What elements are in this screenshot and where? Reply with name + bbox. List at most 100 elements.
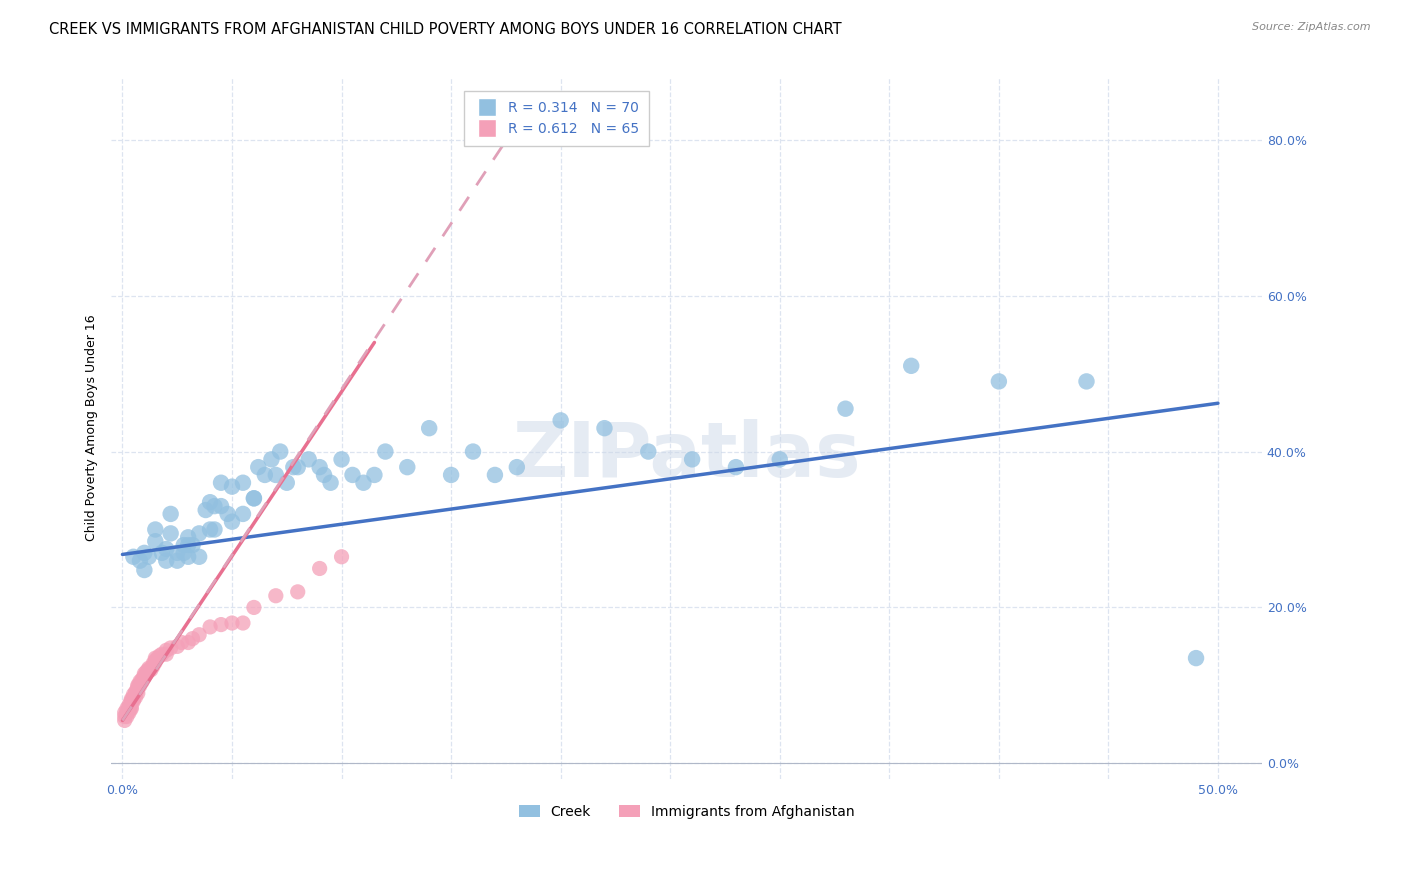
Point xyxy=(124,690,146,704)
Point xyxy=(120,702,142,716)
Point xyxy=(134,671,156,685)
Point xyxy=(308,561,330,575)
Point xyxy=(181,538,204,552)
Point xyxy=(129,677,152,691)
Point xyxy=(129,554,152,568)
Point xyxy=(287,585,309,599)
Point xyxy=(593,421,616,435)
Point xyxy=(127,686,149,700)
Point xyxy=(115,702,138,716)
Point xyxy=(506,460,529,475)
Point xyxy=(135,666,157,681)
Point xyxy=(120,700,142,714)
Point xyxy=(1185,651,1208,665)
Point xyxy=(418,421,440,435)
Point xyxy=(312,467,335,482)
Point xyxy=(177,530,200,544)
Point xyxy=(127,678,149,692)
Point xyxy=(146,651,169,665)
Point xyxy=(177,549,200,564)
Point xyxy=(173,546,195,560)
Point xyxy=(188,549,211,564)
Point xyxy=(198,523,221,537)
Point xyxy=(159,507,181,521)
Point xyxy=(115,709,138,723)
Point xyxy=(138,549,160,564)
Point xyxy=(166,554,188,568)
Point xyxy=(209,617,232,632)
Point xyxy=(243,600,266,615)
Point xyxy=(122,694,145,708)
Point xyxy=(173,538,195,552)
Point xyxy=(120,692,142,706)
Point xyxy=(122,549,145,564)
Point xyxy=(253,467,276,482)
Point xyxy=(308,460,330,475)
Point xyxy=(209,475,232,490)
Point xyxy=(129,678,152,692)
Point xyxy=(681,452,703,467)
Point xyxy=(127,680,149,694)
Point xyxy=(217,507,239,521)
Point xyxy=(122,688,145,702)
Point xyxy=(127,682,149,697)
Point xyxy=(159,640,181,655)
Point xyxy=(396,460,419,475)
Point xyxy=(198,495,221,509)
Point xyxy=(155,647,177,661)
Point xyxy=(194,503,217,517)
Point xyxy=(150,647,173,661)
Point xyxy=(724,460,747,475)
Point xyxy=(440,467,463,482)
Point xyxy=(122,690,145,704)
Point xyxy=(118,702,141,716)
Point xyxy=(264,589,287,603)
Point xyxy=(264,467,287,482)
Point xyxy=(188,526,211,541)
Point xyxy=(150,546,173,560)
Point xyxy=(114,706,136,720)
Point xyxy=(330,549,353,564)
Point xyxy=(131,674,153,689)
Point xyxy=(232,615,254,630)
Point xyxy=(221,615,243,630)
Point xyxy=(143,653,166,667)
Point xyxy=(118,700,141,714)
Point xyxy=(461,444,484,458)
Point xyxy=(143,534,166,549)
Point xyxy=(159,526,181,541)
Point xyxy=(260,452,283,467)
Point xyxy=(142,657,165,671)
Point xyxy=(243,491,266,506)
Point xyxy=(134,546,156,560)
Point xyxy=(276,475,298,490)
Point xyxy=(204,523,226,537)
Point xyxy=(298,452,321,467)
Point xyxy=(143,523,166,537)
Y-axis label: Child Poverty Among Boys Under 16: Child Poverty Among Boys Under 16 xyxy=(86,315,98,541)
Point xyxy=(166,640,188,654)
Point xyxy=(204,499,226,513)
Point xyxy=(155,541,177,556)
Point xyxy=(247,460,270,475)
Point xyxy=(138,661,160,675)
Point xyxy=(129,674,152,689)
Point xyxy=(243,491,266,506)
Point xyxy=(131,672,153,686)
Point xyxy=(181,632,204,646)
Point xyxy=(319,475,342,490)
Point xyxy=(166,546,188,560)
Point xyxy=(1076,375,1098,389)
Point xyxy=(374,444,396,458)
Point xyxy=(232,475,254,490)
Point xyxy=(342,467,364,482)
Point xyxy=(120,696,142,710)
Point xyxy=(330,452,353,467)
Point xyxy=(769,452,792,467)
Point xyxy=(177,635,200,649)
Point xyxy=(209,499,232,513)
Point xyxy=(353,475,375,490)
Point xyxy=(834,401,856,416)
Point xyxy=(155,554,177,568)
Point xyxy=(550,413,572,427)
